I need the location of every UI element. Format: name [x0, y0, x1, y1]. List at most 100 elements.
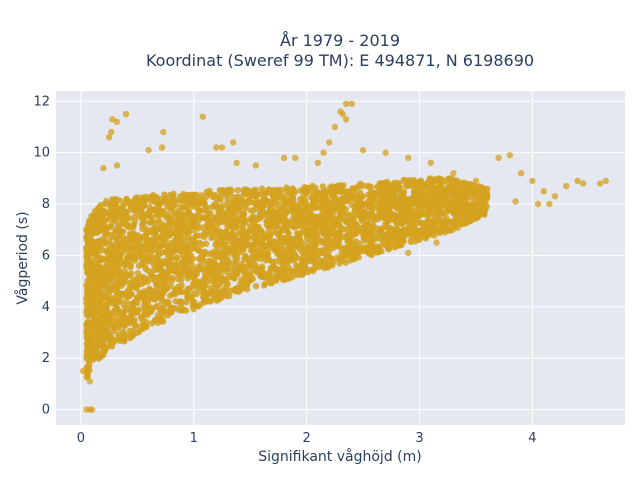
data-point [240, 246, 247, 253]
data-point [368, 190, 375, 197]
data-point [359, 208, 367, 216]
data-point [385, 239, 392, 246]
data-point [227, 217, 235, 225]
data-point [233, 288, 240, 295]
data-point [257, 214, 264, 222]
data-point [104, 247, 111, 254]
data-point [149, 276, 156, 283]
data-point [134, 270, 142, 277]
data-point [221, 241, 228, 249]
data-point [400, 178, 407, 185]
data-point [168, 192, 175, 200]
data-point [203, 297, 211, 304]
data-point [252, 162, 259, 169]
data-point [146, 258, 153, 265]
data-point [182, 252, 189, 260]
data-point [172, 298, 179, 305]
data-point [296, 236, 304, 244]
data-point [307, 250, 315, 258]
data-point [92, 333, 99, 341]
data-point [116, 296, 124, 304]
y-axis-label: Vågperiod (s) [14, 211, 31, 304]
data-point [88, 406, 96, 413]
data-point [86, 352, 94, 359]
data-point [108, 199, 115, 207]
title-line-2: Koordinat (Sweref 99 TM): E 494871, N 61… [146, 51, 534, 70]
data-point [94, 243, 101, 251]
data-point [342, 100, 350, 108]
data-point [165, 221, 172, 228]
data-point [213, 271, 220, 278]
data-point [205, 271, 212, 278]
data-point [174, 287, 181, 294]
data-point [460, 220, 467, 227]
data-point [172, 305, 179, 312]
data-point [180, 306, 188, 313]
data-point [84, 373, 91, 380]
data-point [323, 209, 330, 216]
data-point [248, 214, 255, 221]
data-point [263, 218, 270, 225]
data-point [382, 149, 389, 156]
data-point [405, 249, 412, 257]
data-point [410, 187, 418, 195]
data-point [107, 223, 115, 231]
data-point [332, 184, 339, 191]
data-point [444, 226, 451, 233]
data-point [158, 232, 166, 239]
data-point [475, 213, 482, 220]
data-point [295, 202, 303, 209]
data-point [219, 290, 227, 298]
data-point [406, 230, 413, 237]
data-point [176, 241, 184, 249]
data-point [83, 245, 90, 252]
data-point [283, 208, 291, 215]
data-point [330, 197, 337, 205]
data-point [102, 240, 109, 247]
data-point [141, 218, 148, 225]
data-point [275, 250, 282, 258]
data-point [147, 238, 154, 245]
data-point [278, 225, 286, 232]
data-point [84, 330, 91, 337]
data-point [129, 332, 137, 339]
data-points [79, 100, 609, 413]
data-point [512, 198, 519, 205]
data-point [546, 200, 553, 208]
data-point [93, 215, 101, 222]
data-point [158, 275, 165, 283]
x-axis-label: Signifikant våghöjd (m) [258, 448, 421, 465]
data-point [203, 215, 210, 222]
data-point [580, 180, 587, 187]
data-point [156, 217, 163, 225]
data-point [246, 262, 253, 269]
data-point [225, 206, 232, 213]
data-point [385, 224, 392, 232]
data-point [312, 194, 319, 201]
data-point [389, 195, 397, 203]
data-point [217, 232, 225, 239]
data-point [250, 225, 258, 233]
data-point [394, 185, 401, 192]
data-point [139, 275, 146, 283]
data-point [309, 182, 316, 190]
data-point [140, 304, 148, 311]
data-point [221, 247, 228, 254]
y-axis-ticks: 0 2 4 6 8 10 12 [33, 94, 50, 417]
data-point [342, 251, 350, 258]
data-point [249, 241, 257, 248]
data-point [457, 194, 464, 201]
data-point [282, 255, 290, 263]
data-point [252, 282, 260, 290]
data-point [287, 198, 294, 205]
data-point [574, 177, 581, 185]
data-point [398, 191, 406, 198]
data-point [359, 248, 367, 255]
data-point [302, 218, 309, 225]
data-point [139, 255, 146, 262]
data-point [168, 308, 175, 316]
data-point [258, 227, 265, 235]
data-point [155, 281, 163, 288]
data-point [457, 179, 464, 186]
data-point [288, 252, 296, 260]
